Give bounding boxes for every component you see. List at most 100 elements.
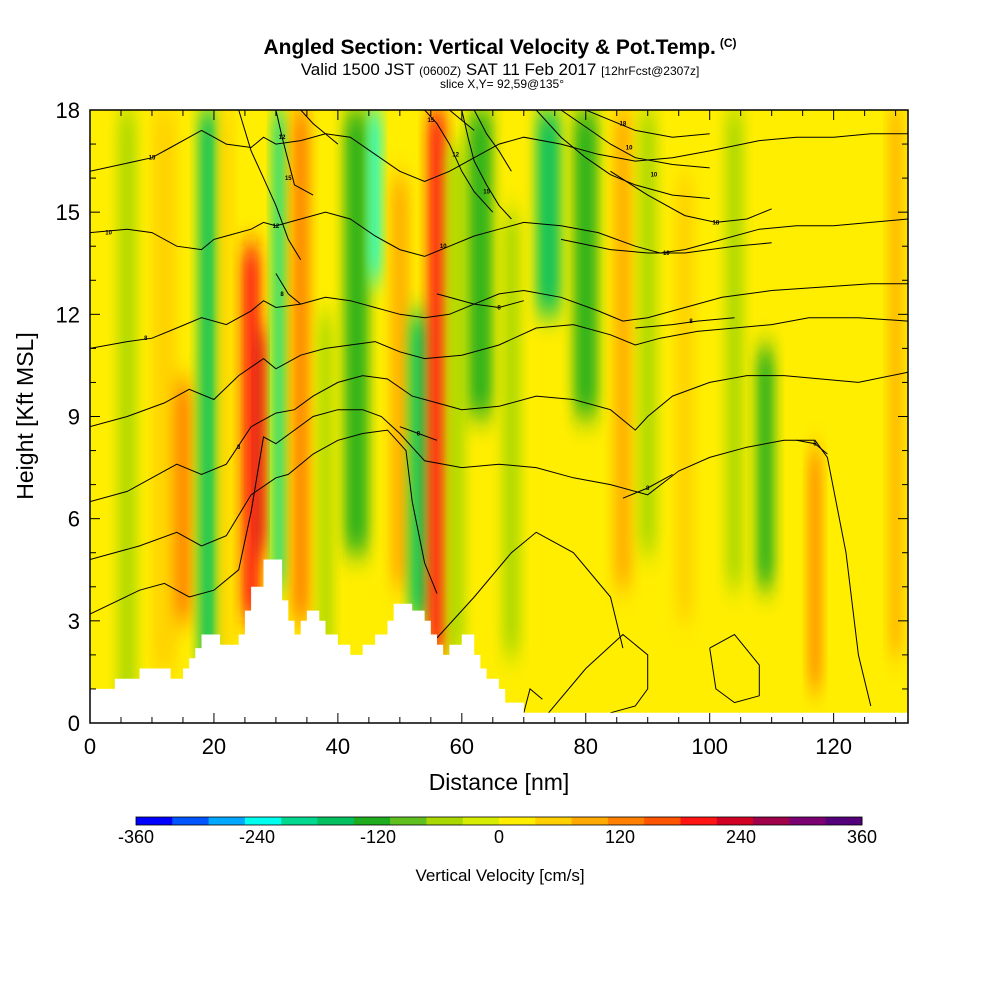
contour-label: 18 (713, 220, 720, 226)
contour-label: 15 (483, 190, 490, 196)
theta-contour (560, 110, 710, 169)
colorbar-tick-label: 360 (847, 827, 877, 847)
velocity-band (756, 348, 775, 587)
colorbar-tick-label: -120 (360, 827, 396, 847)
velocity-band (317, 314, 334, 655)
contour-label: 10 (626, 145, 633, 151)
x-tick-label: 20 (202, 734, 226, 759)
theta-contour (90, 283, 908, 349)
velocity-band (725, 110, 744, 587)
velocity-band (220, 110, 233, 655)
colorbar-swatch (789, 817, 827, 825)
velocity-band (291, 110, 310, 621)
valid-time: Valid 1500 JST (0600Z) SAT 11 Feb 2017 [… (0, 60, 1000, 80)
theta-contour (473, 110, 512, 172)
contour-label: 8 (417, 432, 421, 438)
contour-label: 8 (237, 445, 241, 451)
colorbar-swatch (244, 817, 282, 825)
contour-label: 10 (440, 244, 447, 250)
velocity-band (255, 331, 266, 553)
velocity-band (446, 144, 465, 655)
x-tick-label: 80 (574, 734, 598, 759)
theta-contour (90, 129, 908, 183)
colorbar-swatch (499, 817, 536, 825)
chart-title: Angled Section: Vertical Velocity & Pot.… (0, 36, 1000, 60)
colorbar-swatch (753, 817, 790, 825)
valid-utc: (0600Z) (419, 64, 462, 78)
velocity-band (889, 110, 902, 655)
theta-contour (238, 110, 302, 261)
title-units: (C) (719, 36, 737, 50)
colorbar-swatch (825, 817, 863, 825)
theta-contour (449, 110, 475, 131)
colorbar-swatch (535, 817, 573, 825)
theta-contour (90, 211, 908, 257)
contour-label: 15 (149, 156, 156, 162)
theta-contour (635, 317, 735, 329)
colorbar-frame (135, 816, 863, 826)
contour-label: 18 (620, 122, 627, 128)
x-tick-label: 60 (450, 734, 474, 759)
theta-contour (560, 238, 772, 254)
contour-label: 10 (651, 173, 658, 179)
terrain (90, 559, 908, 723)
y-tick-label: 3 (68, 609, 80, 634)
velocity-band (409, 314, 428, 621)
theta-contour (548, 633, 649, 714)
forecast-info: [12hrFcst@2307z] (601, 64, 700, 78)
valid-prefix: Valid 1500 JST (300, 60, 415, 79)
y-tick-label: 15 (56, 200, 80, 225)
contour-label: 15 (427, 118, 434, 124)
theta-contour (610, 170, 772, 223)
colorbar-tick-label: 120 (605, 827, 635, 847)
velocity-band (390, 178, 410, 587)
contour-label: 12 (273, 224, 280, 230)
colorbar-swatch (281, 817, 318, 825)
colorbar-tick-label: 240 (726, 827, 756, 847)
x-axis-label: Distance [nm] (429, 769, 570, 795)
velocity-band (613, 110, 633, 587)
colorbar-swatch (680, 817, 718, 825)
velocity-band (198, 110, 218, 672)
colorbar-tick-label: 0 (494, 827, 504, 847)
theta-contour (90, 409, 872, 707)
velocity-band (808, 450, 822, 689)
theta-contour (709, 633, 760, 704)
colorbar-swatch (462, 817, 500, 825)
contour-label: 12 (279, 135, 286, 141)
contour-label: 12 (452, 152, 459, 158)
colorbar-swatch (716, 817, 754, 825)
theta-contour (275, 110, 314, 196)
theta-contour (424, 110, 494, 213)
contour-label: 15 (285, 176, 292, 182)
velocity-band (173, 382, 193, 621)
slice-info: slice X,Y= 92,59@135° (439, 77, 565, 91)
contour-label: 10 (663, 251, 670, 257)
contour-label: 8 (497, 306, 501, 312)
theta-contour (622, 473, 673, 499)
velocity-band (536, 110, 561, 315)
colorbar-label: Vertical Velocity [cm/s] (415, 866, 584, 885)
theta-contour (300, 110, 339, 145)
velocity-band (368, 110, 382, 281)
contour-label: 10 (105, 231, 112, 237)
theta-contour (436, 531, 624, 649)
colorbar-swatch (353, 817, 391, 825)
contour-label: 8 (144, 336, 148, 342)
contour-label: 8 (689, 319, 693, 325)
y-tick-label: 0 (68, 711, 80, 736)
colorbar-swatch (571, 817, 609, 825)
colorbar-swatch (607, 817, 645, 825)
theta-contour (535, 110, 710, 199)
velocity-band (468, 110, 493, 417)
contour-label: 8 (280, 292, 284, 298)
x-tick-label: 120 (815, 734, 852, 759)
velocity-band (272, 110, 286, 587)
velocity-band (502, 212, 521, 655)
colorbar-swatch (208, 817, 246, 825)
y-axis-label: Height [Kft MSL] (12, 332, 38, 499)
x-tick-label: 40 (326, 734, 350, 759)
theta-contour (523, 688, 543, 713)
y-tick-label: 12 (56, 302, 80, 327)
colorbar-swatch (390, 817, 427, 825)
